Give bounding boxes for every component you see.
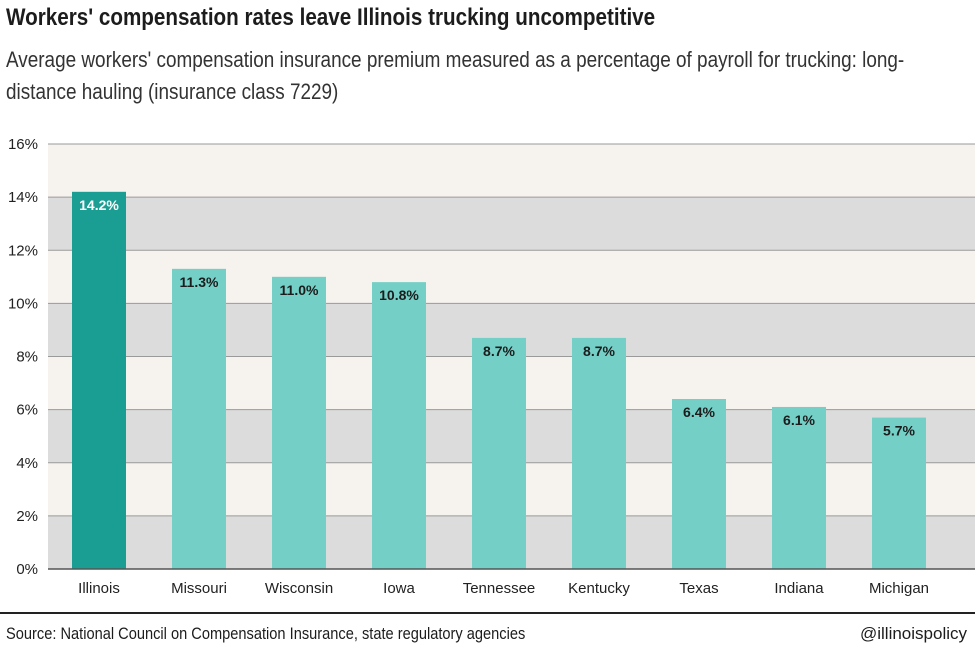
- grid-band: [48, 197, 975, 251]
- bar-michigan: [872, 417, 926, 569]
- y-tick-label: 8%: [16, 349, 38, 366]
- y-tick-label: 2%: [16, 508, 38, 525]
- y-tick-label: 6%: [16, 402, 38, 419]
- y-tick-label: 14%: [8, 189, 38, 206]
- x-tick-label: Michigan: [869, 580, 929, 597]
- x-tick-label: Illinois: [78, 580, 120, 597]
- grid-band: [48, 144, 975, 198]
- bar-wisconsin: [272, 276, 326, 569]
- bar-missouri: [172, 268, 226, 569]
- bar-texas: [672, 399, 726, 569]
- x-tick-label: Iowa: [383, 580, 415, 597]
- bar-tennessee: [472, 337, 526, 569]
- data-label: 14.2%: [79, 197, 119, 213]
- social-handle: @illinoispolicy: [859, 624, 967, 643]
- y-tick-label: 10%: [8, 295, 38, 312]
- bar-illinois: [72, 191, 126, 569]
- bar-kentucky: [572, 337, 626, 569]
- data-label: 11.0%: [280, 282, 319, 298]
- data-label: 6.4%: [683, 404, 715, 420]
- x-tick-label: Missouri: [171, 580, 227, 597]
- x-tick-label: Wisconsin: [265, 580, 333, 597]
- source-note: Source: National Council on Compensation…: [6, 624, 526, 643]
- footer-divider: [0, 612, 975, 614]
- data-label: 6.1%: [783, 412, 815, 428]
- y-tick-label: 16%: [8, 136, 38, 153]
- bar-indiana: [772, 406, 826, 569]
- y-tick-label: 0%: [16, 561, 38, 578]
- y-tick-label: 12%: [8, 242, 38, 259]
- x-tick-label: Indiana: [774, 580, 824, 597]
- bar-iowa: [372, 282, 426, 569]
- chart-title: Workers' compensation rates leave Illino…: [6, 4, 656, 31]
- x-tick-label: Tennessee: [463, 580, 536, 597]
- data-label: 11.3%: [180, 274, 219, 290]
- x-tick-label: Texas: [679, 580, 718, 597]
- x-tick-label: Kentucky: [568, 580, 630, 597]
- data-label: 8.7%: [483, 343, 515, 359]
- data-label: 10.8%: [379, 287, 419, 303]
- y-tick-label: 4%: [16, 455, 38, 472]
- chart-subtitle: Average workers' compensation insurance …: [6, 47, 905, 104]
- bar-chart: 0% 2% 4% 6% 8% 10% 12% 14% 16% 14.2% Illinois 11.3%…: [8, 136, 975, 597]
- data-label: 5.7%: [883, 423, 915, 439]
- data-label: 8.7%: [583, 343, 615, 359]
